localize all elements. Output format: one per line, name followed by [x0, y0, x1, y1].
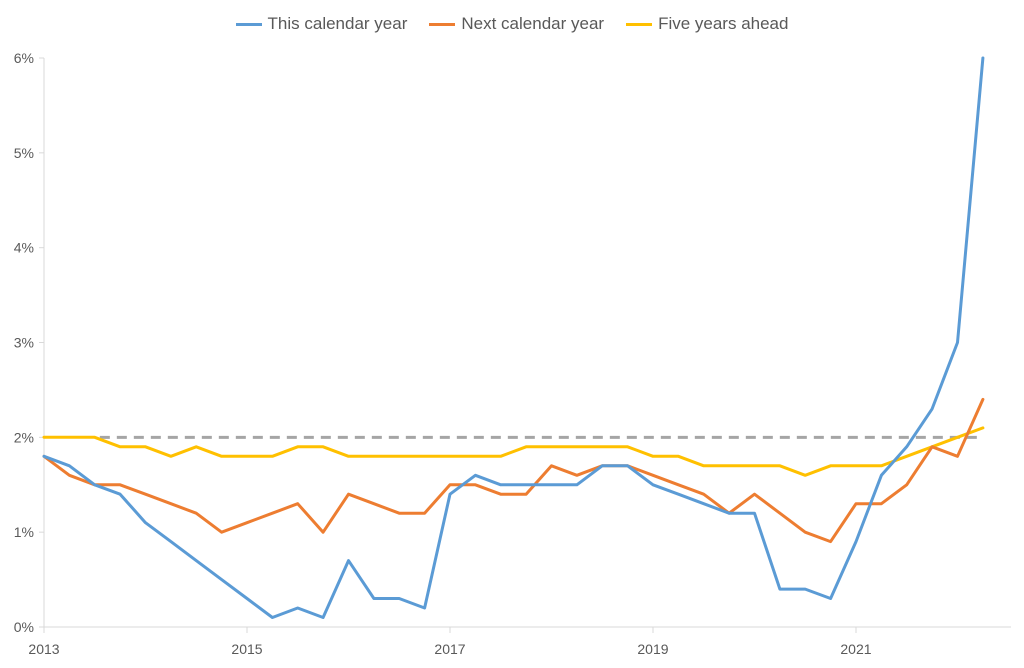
y-tick-label: 4%	[14, 240, 34, 256]
y-tick-label: 5%	[14, 145, 34, 161]
series-line-next-calendar-year	[42, 397, 985, 544]
legend-label: This calendar year	[267, 14, 408, 33]
legend-swatch-five-years-ahead	[626, 22, 653, 26]
y-tick-label: 1%	[14, 524, 34, 540]
y-tick-label: 0%	[14, 619, 34, 635]
y-tick-label: 3%	[14, 335, 34, 351]
legend-swatch-this-calendar-year	[235, 22, 262, 26]
y-tick-label: 2%	[14, 429, 34, 445]
x-tick-label: 2019	[637, 641, 668, 657]
series-line-this-calendar-year	[42, 56, 985, 619]
y-tick-label: 6%	[14, 50, 34, 66]
legend-item-this-calendar-year: This calendar year	[235, 14, 408, 34]
legend: This calendar year Next calendar year Fi…	[0, 12, 1024, 36]
x-tick-label: 2017	[434, 641, 465, 657]
x-tick-label: 2013	[28, 641, 59, 657]
legend-label: Next calendar year	[461, 14, 605, 33]
legend-item-five-years-ahead: Five years ahead	[626, 14, 788, 34]
legend-item-next-calendar-year: Next calendar year	[429, 14, 604, 34]
legend-swatch-next-calendar-year	[429, 22, 456, 26]
x-tick-label: 2015	[231, 641, 262, 657]
series-line-five-years-ahead	[42, 426, 985, 477]
x-tick-label: 2021	[840, 641, 871, 657]
legend-label: Five years ahead	[658, 14, 789, 33]
